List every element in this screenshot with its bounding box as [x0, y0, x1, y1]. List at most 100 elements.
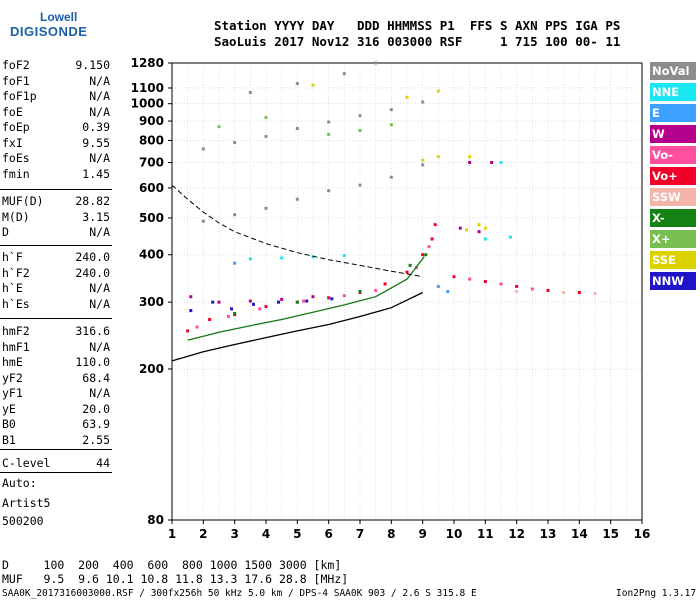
- divider: [0, 449, 112, 450]
- param-value: 9.55: [82, 135, 110, 150]
- point-e: [233, 261, 237, 265]
- param-value: 316.6: [75, 324, 110, 338]
- point-vo: [421, 253, 425, 257]
- point-noval: [421, 163, 425, 167]
- param-name: foF1p: [2, 89, 37, 103]
- y-tick-label: 600: [139, 181, 164, 195]
- param-name: foE: [2, 104, 23, 119]
- x-tick-label: 9: [418, 527, 426, 541]
- param-value: N/A: [89, 104, 110, 119]
- y-tick-label: 80: [147, 513, 164, 527]
- point-vo: [433, 223, 437, 227]
- point-nnw: [189, 309, 193, 313]
- x-tick-label: 3: [230, 527, 238, 541]
- y-tick-label: 1280: [131, 56, 164, 70]
- param-value: 2.55: [82, 432, 110, 447]
- divider: [0, 318, 112, 319]
- x-tick-label: 8: [387, 527, 395, 541]
- y-tick-label: 500: [139, 211, 164, 225]
- legend-item-noval: NoVal: [650, 62, 696, 80]
- autoscaling-code: 500200: [2, 514, 44, 528]
- logo-digisonde: DIGISONDE: [10, 24, 88, 39]
- param-value: 240.0: [75, 265, 110, 280]
- param-name: fmin: [2, 166, 30, 181]
- param-fxi: fxI 9.55: [2, 136, 110, 151]
- param-value: 240.0: [75, 250, 110, 264]
- point-vo: [195, 325, 199, 329]
- point-nnw: [305, 299, 309, 303]
- param-hf: h`F 240.0: [2, 250, 110, 265]
- point-vo: [405, 270, 409, 274]
- header-labels: Station YYYY DAY DDD HHMMSS P1 FFS S AXN…: [214, 18, 621, 33]
- point-x: [233, 312, 237, 316]
- point-w: [311, 295, 315, 299]
- param-foep: foEp 0.39: [2, 120, 110, 135]
- point-noval: [201, 219, 205, 223]
- point-vo: [374, 288, 378, 292]
- param-d: D N/A: [2, 225, 110, 240]
- y-tick-label: 700: [139, 155, 164, 169]
- param-name: hmF1: [2, 339, 30, 354]
- param-name: yF1: [2, 386, 23, 400]
- param-name: fxI: [2, 135, 23, 150]
- x-tick-label: 16: [634, 527, 651, 541]
- param-name: foEs: [2, 151, 30, 165]
- param-value: 1.45: [82, 166, 110, 181]
- point-sse: [465, 228, 469, 232]
- x-tick-label: 11: [477, 527, 494, 541]
- param-name: foF1: [2, 73, 30, 88]
- point-noval: [389, 175, 393, 179]
- point-noval: [233, 213, 237, 217]
- point-noval: [264, 206, 268, 210]
- point-nne: [483, 237, 487, 241]
- logo-lowell: Lowell: [40, 10, 78, 24]
- legend-item-x: X-: [650, 209, 696, 227]
- param-clevel: C-level 44: [2, 456, 110, 471]
- header-values: SaoLuis 2017 Nov12 316 003000 RSF 1 715 …: [214, 34, 621, 49]
- param-name: yE: [2, 401, 16, 416]
- point-noval: [389, 108, 393, 112]
- param-yf2: yF2 68.4: [2, 371, 110, 386]
- point-ssw: [562, 291, 566, 295]
- legend-item-x: X+: [650, 230, 696, 248]
- point-x: [389, 123, 393, 127]
- param-md: M(D) 3.15: [2, 210, 110, 225]
- legend-item-vo: Vo+: [650, 167, 696, 185]
- param-he: h`E N/A: [2, 281, 110, 296]
- param-value: N/A: [89, 225, 110, 239]
- param-foes: foEs N/A: [2, 151, 110, 166]
- x-tick-label: 13: [540, 527, 557, 541]
- param-value: N/A: [89, 281, 110, 295]
- point-noval: [295, 82, 299, 86]
- point-vo: [342, 294, 346, 298]
- point-x: [424, 253, 428, 257]
- point-noval: [264, 134, 268, 138]
- legend-item-nnw: NNW: [650, 272, 696, 290]
- point-noval: [248, 91, 252, 95]
- point-x: [408, 263, 412, 267]
- point-vo: [468, 277, 472, 281]
- param-fof2: foF2 9.150: [2, 58, 110, 73]
- param-value: 68.4: [82, 370, 110, 385]
- point-w: [217, 300, 221, 304]
- point-x: [327, 132, 331, 136]
- point-w: [189, 295, 193, 299]
- point-w: [280, 297, 284, 301]
- point-vo: [515, 284, 519, 288]
- param-value: N/A: [89, 73, 110, 88]
- param-name: D: [2, 225, 9, 239]
- autoscaling-artist: Artist5: [2, 496, 51, 510]
- curve-solid-0: [171, 291, 423, 362]
- param-value: N/A: [89, 89, 110, 103]
- param-value: N/A: [89, 151, 110, 165]
- param-name: C-level: [2, 456, 51, 470]
- param-value: 44: [96, 456, 110, 470]
- point-noval: [342, 72, 346, 76]
- param-value: 63.9: [82, 417, 110, 431]
- legend-item-e: E: [650, 104, 696, 122]
- legend-item-nne: NNE: [650, 83, 696, 101]
- param-value: 20.0: [82, 401, 110, 416]
- footer-version: Ion2Png 1.3.17: [616, 588, 697, 599]
- point-noval: [295, 127, 299, 131]
- param-foe: foE N/A: [2, 105, 110, 120]
